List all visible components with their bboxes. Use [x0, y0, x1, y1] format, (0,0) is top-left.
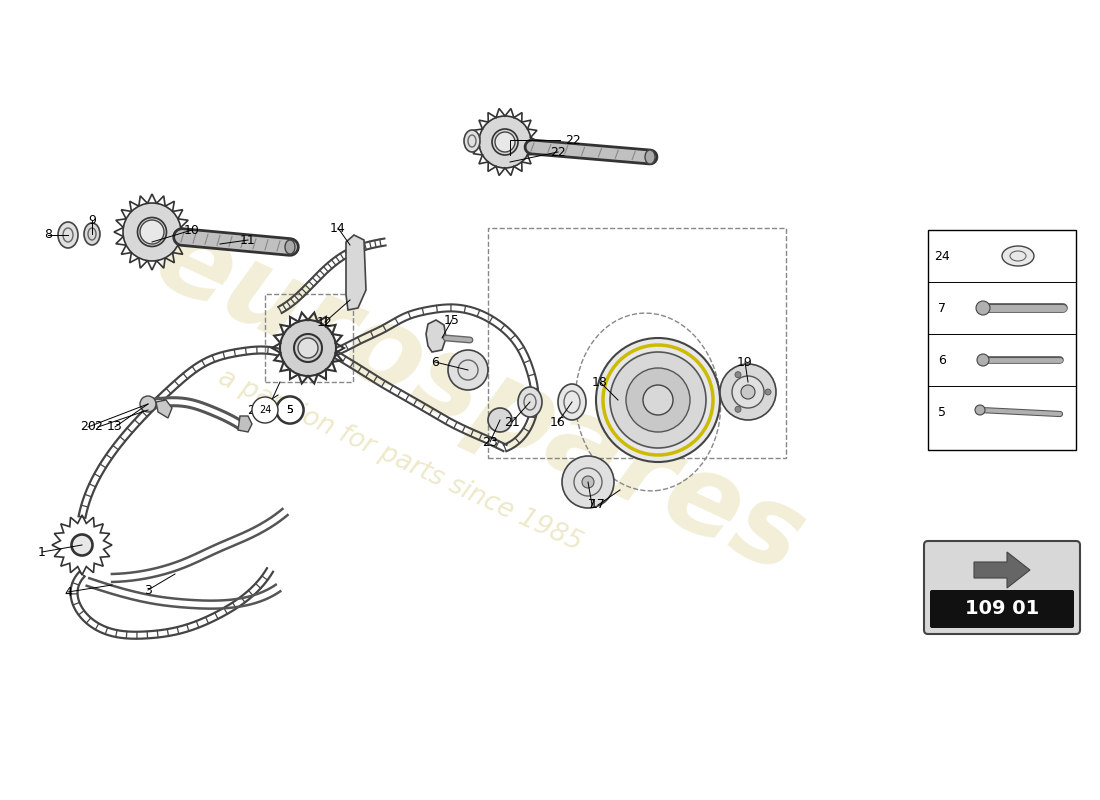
FancyBboxPatch shape	[924, 541, 1080, 634]
Text: 5: 5	[286, 405, 294, 415]
Polygon shape	[346, 235, 366, 310]
Text: 1: 1	[39, 546, 46, 558]
Circle shape	[644, 385, 673, 415]
Text: 17: 17	[590, 498, 606, 511]
Polygon shape	[426, 320, 446, 352]
Circle shape	[123, 203, 182, 261]
Text: 13: 13	[107, 421, 123, 434]
Circle shape	[975, 405, 984, 415]
Polygon shape	[156, 400, 172, 418]
Text: 16: 16	[550, 415, 565, 429]
Text: 8: 8	[44, 229, 52, 242]
Ellipse shape	[518, 387, 542, 417]
Text: 21: 21	[504, 415, 520, 429]
Circle shape	[735, 372, 741, 378]
Text: 6: 6	[938, 354, 946, 366]
Text: 109 01: 109 01	[965, 598, 1040, 618]
Text: 18: 18	[592, 375, 608, 389]
Ellipse shape	[558, 384, 586, 420]
Circle shape	[252, 397, 278, 423]
Ellipse shape	[84, 223, 100, 245]
Circle shape	[277, 397, 302, 423]
Circle shape	[735, 406, 741, 412]
Polygon shape	[238, 416, 252, 432]
Circle shape	[976, 301, 990, 315]
Text: 24: 24	[934, 250, 950, 262]
Circle shape	[448, 350, 488, 390]
Text: 5: 5	[286, 405, 294, 415]
Text: 5: 5	[266, 398, 274, 410]
FancyBboxPatch shape	[930, 590, 1074, 628]
Text: 22: 22	[565, 134, 581, 146]
Circle shape	[596, 338, 720, 462]
Text: 2: 2	[95, 421, 102, 434]
Text: 7: 7	[588, 498, 596, 511]
Circle shape	[276, 396, 304, 424]
Text: 6: 6	[431, 355, 439, 369]
Circle shape	[72, 535, 92, 555]
Text: 11: 11	[240, 234, 256, 246]
Text: 3: 3	[144, 583, 152, 597]
Ellipse shape	[58, 222, 78, 248]
Text: 24: 24	[248, 403, 263, 417]
Circle shape	[298, 338, 318, 358]
Circle shape	[741, 385, 755, 399]
Circle shape	[478, 116, 531, 168]
Circle shape	[720, 364, 775, 420]
Circle shape	[488, 408, 512, 432]
Ellipse shape	[645, 150, 654, 164]
Text: 15: 15	[444, 314, 460, 326]
Text: 12: 12	[317, 315, 333, 329]
Circle shape	[140, 220, 164, 244]
Ellipse shape	[464, 130, 480, 152]
Text: 20: 20	[80, 421, 96, 434]
Circle shape	[140, 396, 156, 412]
Ellipse shape	[285, 240, 295, 254]
Circle shape	[626, 368, 690, 432]
Text: 14: 14	[330, 222, 345, 234]
Text: 5: 5	[938, 406, 946, 418]
Text: a passion for parts since 1985: a passion for parts since 1985	[214, 364, 586, 556]
Text: 22: 22	[550, 146, 565, 158]
Text: 19: 19	[737, 355, 752, 369]
Circle shape	[610, 352, 706, 448]
Text: 4: 4	[64, 586, 72, 598]
Text: 23: 23	[482, 435, 498, 449]
Text: 10: 10	[184, 223, 200, 237]
Circle shape	[562, 456, 614, 508]
Ellipse shape	[1002, 246, 1034, 266]
Polygon shape	[974, 552, 1030, 588]
Circle shape	[977, 354, 989, 366]
Text: 9: 9	[88, 214, 96, 226]
Circle shape	[732, 376, 764, 408]
Text: eurospares: eurospares	[139, 203, 821, 597]
Circle shape	[582, 476, 594, 488]
Text: 24: 24	[258, 405, 272, 415]
Circle shape	[764, 389, 771, 395]
Circle shape	[280, 320, 336, 376]
Text: 7: 7	[938, 302, 946, 314]
Circle shape	[495, 132, 515, 152]
